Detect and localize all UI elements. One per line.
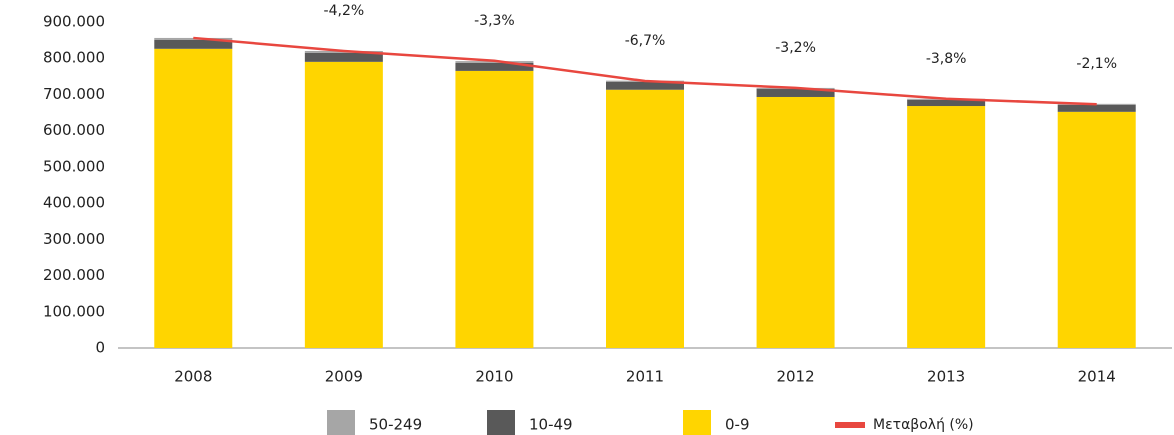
x-tick-label: 2010 <box>475 368 513 386</box>
line <box>193 36 1097 106</box>
x-tick-label: 2012 <box>776 368 814 386</box>
change-label: -3,8% <box>926 51 967 67</box>
x-tick-label: 2009 <box>325 368 363 386</box>
bar-segment <box>455 62 534 71</box>
bar-segment <box>455 61 534 63</box>
y-tick-label: 600.000 <box>43 121 105 139</box>
legend-label: 0-9 <box>725 416 750 434</box>
bar-segment <box>304 52 383 62</box>
legend-swatch <box>487 410 515 435</box>
change-label: -3,2% <box>775 40 816 56</box>
legend-swatch <box>327 410 355 435</box>
x-tick-label: 2011 <box>626 368 664 386</box>
legend-label: 10-49 <box>529 416 573 434</box>
bar-segment <box>304 61 383 348</box>
x-tick-label: 2014 <box>1078 368 1116 386</box>
change-label: -2,1% <box>1076 56 1117 72</box>
y-tick-label: 500.000 <box>43 157 105 175</box>
x-tick-label: 2013 <box>927 368 965 386</box>
bar-segment <box>606 81 684 90</box>
y-tick-label: 400.000 <box>43 194 105 212</box>
y-tick-label: 0 <box>95 339 105 357</box>
bar-segment <box>1057 104 1136 112</box>
bar-segment <box>907 99 986 107</box>
bar-segment <box>1057 111 1136 348</box>
bar-segment <box>756 96 835 348</box>
bar-segment <box>606 89 684 348</box>
legend-label: 50-249 <box>369 416 422 434</box>
bar-segment <box>756 89 835 97</box>
bar-segment <box>455 70 534 349</box>
y-tick-label: 700.000 <box>43 85 105 103</box>
change-label: -6,7% <box>625 33 666 49</box>
legend-swatch <box>683 410 711 435</box>
change-label: -4,2% <box>324 3 365 19</box>
x-tick-label: 2008 <box>174 368 212 386</box>
bar-segment <box>907 106 986 348</box>
y-tick-label: 100.000 <box>43 302 105 320</box>
y-tick-label: 800.000 <box>43 49 105 67</box>
change-label: -3,3% <box>474 13 515 29</box>
bar-segment <box>1057 103 1136 105</box>
y-tick-label: 900.000 <box>43 13 105 31</box>
bar-segment <box>154 48 233 348</box>
legend-swatch <box>835 422 865 428</box>
y-tick-label: 300.000 <box>43 230 105 248</box>
bar-segment <box>154 39 233 49</box>
legend-label: Μεταβολή (%) <box>873 417 974 433</box>
y-tick-label: 200.000 <box>43 266 105 284</box>
